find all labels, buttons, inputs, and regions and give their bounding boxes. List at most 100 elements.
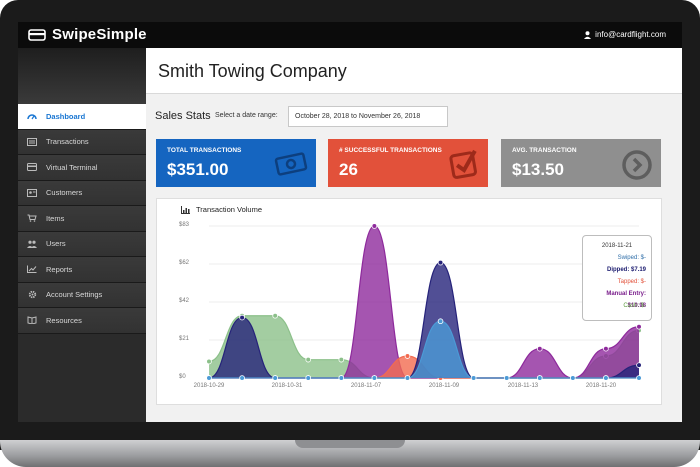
card-label: # SUCCESSFUL TRANSACTIONS <box>339 147 442 154</box>
sidebar-item-customers[interactable]: Customers <box>18 180 146 206</box>
laptop-notch <box>295 440 405 448</box>
data-point-swiped[interactable] <box>636 375 642 381</box>
chart-title: Transaction Volume <box>181 205 262 214</box>
date-range-input[interactable]: October 28, 2018 to November 26, 2018 <box>288 106 448 127</box>
tooltip-tapped: Tapped: $- <box>617 279 646 285</box>
sidebar-item-label: Transactions <box>46 137 89 147</box>
users-icon <box>26 239 38 249</box>
data-point-swiped[interactable] <box>239 375 245 381</box>
user-menu[interactable]: info@cardflight.com <box>584 30 666 39</box>
sidebar-item-account-settings[interactable]: Account Settings <box>18 282 146 308</box>
x-tick-label: 2018-11-07 <box>350 383 382 389</box>
data-point-cash[interactable] <box>338 356 345 363</box>
chart-tooltip: 2018-11-21 Swiped: $- Dipped: $7.19 Tapp… <box>582 235 652 321</box>
data-point-tapped[interactable] <box>404 353 411 359</box>
sidebar-item-label: Items <box>46 213 65 223</box>
x-tick-label: 2018-11-13 <box>507 383 539 389</box>
tooltip-dipped: Dipped: $7.19 <box>606 267 646 273</box>
data-point-manual-entry[interactable] <box>371 223 378 229</box>
sidebar-item-label: Reports <box>46 264 73 274</box>
transactions-icon <box>26 137 38 147</box>
transaction-volume-chart: Transaction Volume $83 $62 $42 $21 $0 20… <box>156 198 662 405</box>
sidebar-item-resources[interactable]: Resources <box>18 308 146 334</box>
sidebar-item-label: Customers <box>46 188 83 198</box>
data-point-swiped[interactable] <box>470 375 477 381</box>
sidebar-item-label: Account Settings <box>46 290 103 300</box>
chart-plot-area <box>206 223 642 381</box>
data-point-swiped[interactable] <box>404 375 411 381</box>
sidebar-item-label: Virtual Terminal <box>46 162 98 172</box>
logo[interactable]: SwipeSimple <box>28 26 147 43</box>
tooltip-swiped: Swiped: $- <box>617 255 646 261</box>
x-tick-label: 2018-11-09 <box>428 383 460 389</box>
data-point-swiped[interactable] <box>536 375 543 381</box>
sidebar-item-transactions[interactable]: Transactions <box>18 129 146 155</box>
customers-icon <box>26 188 38 198</box>
tooltip-date: 2018-11-21 <box>601 243 633 249</box>
stat-card-successful-transactions: # SUCCESSFUL TRANSACTIONS 26 <box>328 139 488 187</box>
data-point-dipped[interactable] <box>437 259 444 266</box>
y-tick-label: $62 <box>179 260 190 266</box>
data-point-cash[interactable] <box>206 358 212 365</box>
data-point-cash[interactable] <box>272 312 278 319</box>
x-tick-label: 2018-10-29 <box>193 383 225 389</box>
chart-title-text: Transaction Volume <box>196 205 263 214</box>
logo-text: SwipeSimple <box>52 26 147 43</box>
page-title: Smith Towing Company <box>158 61 347 81</box>
dashboard-icon <box>26 111 38 121</box>
data-point-swiped[interactable] <box>206 375 212 381</box>
sidebar: Dashboard Transactions Virtual Terminal … <box>18 48 146 422</box>
sidebar-item-virtual-terminal[interactable]: Virtual Terminal <box>18 155 146 181</box>
page-header: Smith Towing Company <box>146 48 682 94</box>
series-area-manual-entry <box>209 226 639 378</box>
sidebar-item-label: Resources <box>46 315 82 325</box>
card-label: AVG. TRANSACTION <box>512 147 577 154</box>
book-icon <box>26 315 38 325</box>
sidebar-header <box>18 48 146 104</box>
chevron-circle-icon <box>622 150 652 180</box>
date-range-label: Select a date range: <box>215 112 278 119</box>
y-tick-label: $83 <box>179 222 190 228</box>
sidebar-item-reports[interactable]: Reports <box>18 257 146 283</box>
data-point-cash[interactable] <box>305 356 312 363</box>
data-point-swiped[interactable] <box>305 375 312 381</box>
y-tick-label: $42 <box>179 298 190 304</box>
main-content: Sales Stats Select a date range: October… <box>146 94 682 422</box>
checkbox-icon <box>449 149 477 179</box>
stat-card-average-transaction: AVG. TRANSACTION $13.50 <box>501 139 661 187</box>
data-point-dipped[interactable] <box>239 314 245 321</box>
data-point-dipped[interactable] <box>636 362 642 368</box>
gear-icon <box>26 290 38 300</box>
sidebar-item-users[interactable]: Users <box>18 231 146 257</box>
sidebar-item-items[interactable]: Items <box>18 206 146 232</box>
data-point-manual-entry[interactable] <box>636 323 642 330</box>
top-bar: SwipeSimple info@cardflight.com <box>18 22 682 48</box>
tooltip-manual-entry: Manual Entry: $19.98 <box>606 291 646 309</box>
x-tick-label: 2018-11-20 <box>585 383 617 389</box>
sidebar-item-dashboard[interactable]: Dashboard <box>18 104 146 130</box>
cart-icon <box>26 213 38 223</box>
data-point-swiped[interactable] <box>603 375 609 381</box>
data-point-swiped[interactable] <box>338 375 345 381</box>
sidebar-item-label: Dashboard <box>46 111 86 121</box>
card-value: 26 <box>339 160 358 179</box>
series-area-cash <box>209 315 639 378</box>
series-line-swiped <box>209 320 639 379</box>
data-point-manual-entry[interactable] <box>536 345 543 352</box>
sales-stats-heading: Sales Stats <box>155 110 211 122</box>
sidebar-item-label: Users <box>46 239 66 249</box>
tooltip-cash: Cash: $- <box>623 303 646 309</box>
data-point-swiped[interactable] <box>272 375 278 381</box>
card-value: $351.00 <box>167 160 229 179</box>
swipe-card-icon <box>28 28 46 41</box>
data-point-swiped[interactable] <box>437 318 444 325</box>
user-icon <box>584 30 592 39</box>
data-point-manual-entry[interactable] <box>603 345 609 352</box>
data-point-swiped[interactable] <box>371 375 378 381</box>
credit-card-icon <box>26 162 38 172</box>
user-email: info@cardflight.com <box>595 30 666 39</box>
data-point-swiped[interactable] <box>503 375 510 381</box>
data-point-swiped[interactable] <box>570 375 576 381</box>
card-value: $13.50 <box>512 160 564 179</box>
y-tick-label: $0 <box>179 374 186 380</box>
